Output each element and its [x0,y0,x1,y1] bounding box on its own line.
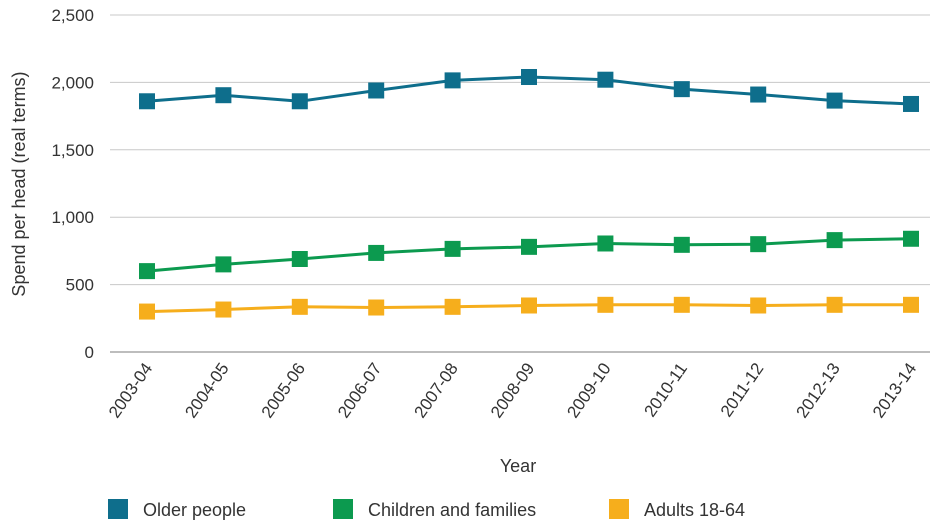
x-tick-label: 2008-09 [487,359,538,421]
x-tick-label: 2004-05 [181,359,232,421]
data-point-adults-18-64 [903,296,919,313]
data-point-older-people [597,71,614,88]
data-point-adults-18-64 [521,297,537,314]
legend-label-children-and-families: Children and families [368,500,536,520]
data-point-children-and-families [826,232,843,249]
data-point-adults-18-64 [291,298,308,315]
data-point-adults-18-64 [215,301,232,318]
legend-label-adults-18-64: Adults 18-64 [644,500,745,520]
data-point-children-and-families [750,236,767,253]
data-point-adults-18-64 [750,297,767,314]
y-axis-ticks: 0 500 1,000 1,500 2,000 2,500 [51,6,94,362]
data-point-older-people [826,92,843,109]
data-point-children-and-families [597,235,614,252]
y-tick-label: 2,000 [51,73,94,92]
x-tick-label: 2005-06 [258,359,309,421]
y-tick-label: 500 [66,276,94,295]
x-tick-label: 2013-14 [869,359,920,421]
data-point-children-and-families [215,256,232,273]
x-axis-ticks: 2003-04 2004-05 2005-06 2006-07 2007-08 2008-… [105,359,920,421]
x-tick-label: 2012-13 [793,359,844,421]
data-point-older-people [215,87,232,104]
data-point-children-and-families [903,230,919,247]
data-point-older-people [291,93,308,110]
data-point-adults-18-64 [444,298,461,315]
legend: Older people Children and families Adults … [108,499,745,520]
data-point-older-people [139,93,155,110]
legend-swatch-older-people [108,499,128,519]
x-tick-label: 2003-04 [105,359,156,421]
data-point-adults-18-64 [139,303,155,320]
x-tick-label: 2007-08 [411,359,462,421]
data-point-children-and-families [291,250,308,267]
data-point-children-and-families [444,240,461,257]
data-point-older-people [750,86,767,103]
data-point-older-people [368,82,385,99]
data-point-older-people [444,72,461,89]
data-point-older-people [673,81,690,98]
legend-swatch-adults-18-64 [609,499,629,519]
grid-layer [110,14,930,353]
data-point-adults-18-64 [368,299,385,316]
x-tick-label: 2009-10 [563,359,614,421]
x-tick-label: 2010-11 [640,359,691,420]
data-point-older-people [521,69,537,86]
legend-swatch-children-and-families [333,499,353,519]
y-axis-title: Spend per head (real terms) [9,71,29,296]
data-point-children-and-families [521,238,537,255]
data-point-adults-18-64 [673,296,690,313]
y-tick-label: 1,500 [51,141,94,160]
series-layer [139,69,919,320]
data-point-adults-18-64 [826,296,843,313]
data-point-children-and-families [673,236,690,253]
y-tick-label: 2,500 [51,6,94,25]
y-tick-label: 0 [85,343,94,362]
data-point-older-people [903,95,919,112]
data-point-children-and-families [368,244,385,261]
data-point-adults-18-64 [597,296,614,313]
y-tick-label: 1,000 [51,208,94,227]
data-point-children-and-families [139,263,155,280]
x-axis-title: Year [500,456,536,476]
x-tick-label: 2011-12 [717,359,768,420]
x-tick-label: 2006-07 [334,359,385,421]
legend-label-older-people: Older people [143,500,246,520]
